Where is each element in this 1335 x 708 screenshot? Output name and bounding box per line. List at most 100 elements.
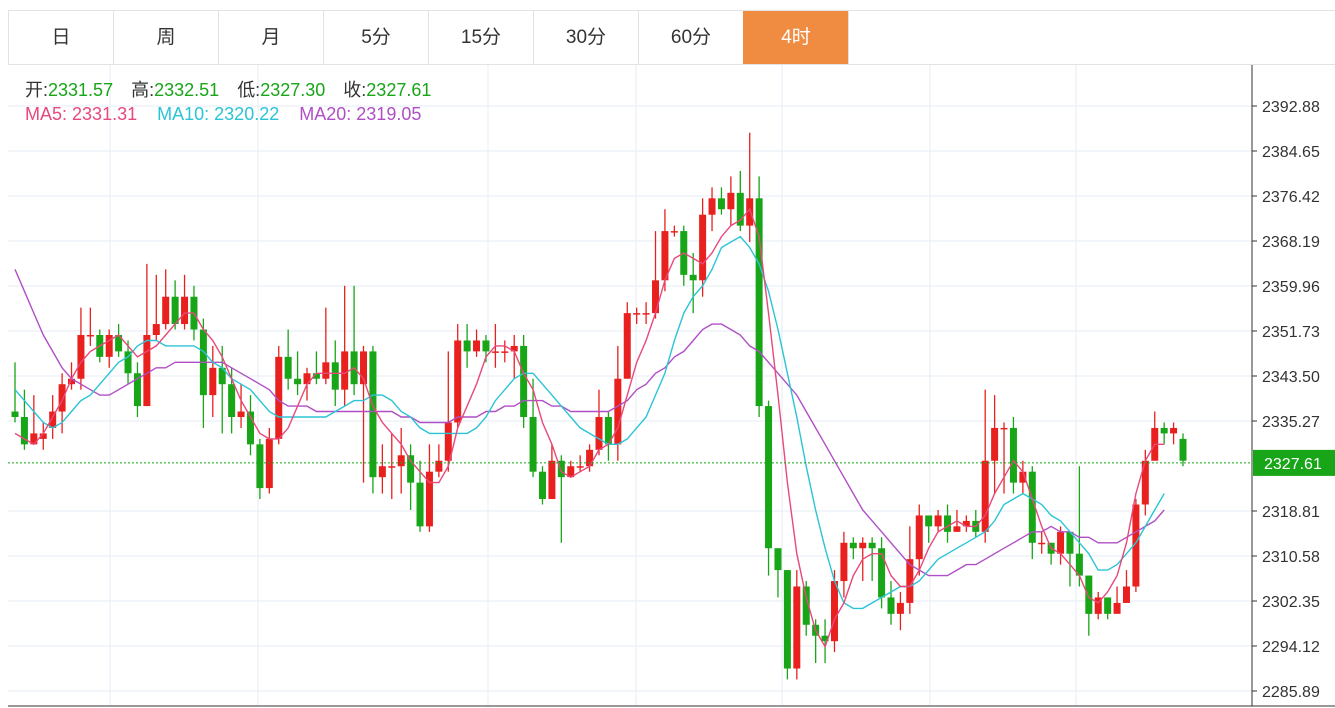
candle-body: [1066, 531, 1074, 554]
ma10-label: MA10:: [157, 104, 210, 124]
candle-body: [1009, 427, 1017, 483]
candle-body: [1019, 471, 1027, 483]
candle-body: [115, 334, 123, 352]
candle-body: [124, 351, 132, 374]
candle-body: [20, 417, 28, 445]
y-tick-label: 2335.27: [1262, 414, 1320, 431]
candle-body: [341, 351, 349, 390]
candle-body: [39, 433, 47, 439]
tab-2[interactable]: 月: [218, 11, 323, 64]
candle-body: [1122, 586, 1130, 603]
tab-6[interactable]: 60分: [638, 11, 743, 64]
candle-body: [830, 581, 838, 642]
candle-body: [670, 231, 678, 233]
candle-body: [896, 602, 904, 614]
ma20-label: MA20:: [299, 104, 352, 124]
candle-body: [463, 340, 471, 352]
candle-body: [11, 411, 19, 418]
candle-body: [265, 438, 273, 489]
close-label: 收:: [343, 80, 367, 100]
candle-body: [774, 548, 782, 571]
candle-body: [736, 192, 744, 226]
candle-body: [821, 635, 829, 642]
close-value: 2327.61: [366, 80, 432, 100]
candle-body: [991, 427, 999, 461]
candle-body: [642, 313, 650, 315]
y-tick-label: 2294.12: [1262, 639, 1320, 656]
candle-body: [708, 198, 716, 215]
candle-body: [510, 345, 518, 352]
candle-body: [765, 406, 773, 549]
candle-body: [915, 515, 923, 560]
candle-body: [887, 597, 895, 614]
low-value: 2327.30: [260, 80, 326, 100]
candle-body: [218, 367, 226, 385]
candle-body: [1179, 438, 1187, 461]
ma20-value: 2319.05: [356, 104, 422, 124]
candle-body: [567, 466, 575, 478]
candle-body: [576, 466, 584, 468]
tab-4[interactable]: 15分: [428, 11, 533, 64]
candle-body: [520, 345, 528, 418]
ma10-value: 2320.22: [214, 104, 280, 124]
candle-body: [783, 570, 791, 669]
last-price-label: 2327.61: [1264, 456, 1322, 473]
candle-body: [303, 373, 311, 385]
candle-body: [981, 460, 989, 532]
candle-body: [1104, 597, 1112, 614]
tab-0[interactable]: 日: [8, 11, 113, 64]
candle-body: [652, 280, 660, 314]
candle-body: [661, 231, 669, 281]
ma5-value: 2331.31: [72, 104, 138, 124]
ma5-label: MA5:: [25, 104, 68, 124]
candle-body: [849, 542, 857, 549]
candle-body: [859, 542, 867, 549]
candle-body: [181, 296, 189, 325]
candle-body: [86, 334, 94, 337]
candle-body: [1170, 427, 1178, 434]
candle-body: [397, 455, 405, 467]
candle-body: [435, 460, 443, 472]
candle-body: [689, 274, 697, 281]
candle-body: [105, 334, 113, 357]
candle-body: [143, 334, 151, 407]
tab-5[interactable]: 30分: [533, 11, 638, 64]
candle-body: [1057, 531, 1065, 554]
ma-readout: MA5: 2331.31 MA10: 2320.22 MA20: 2319.05: [25, 104, 421, 125]
candle-body: [1000, 427, 1008, 430]
candle-body: [793, 586, 801, 669]
ma20-readout: MA20: 2319.05: [299, 104, 421, 124]
high-label: 高:: [131, 80, 155, 100]
candle-body: [501, 351, 509, 353]
candle-body: [360, 351, 368, 385]
tab-1[interactable]: 周: [113, 11, 218, 64]
candle-body: [77, 334, 85, 379]
tab-7[interactable]: 4时: [743, 11, 848, 64]
candle-body: [275, 356, 283, 439]
open-value: 2331.57: [48, 80, 114, 100]
candle-body: [1141, 460, 1149, 505]
last-price-box: [1253, 449, 1335, 476]
candle-body: [727, 192, 735, 210]
y-tick-label: 2318.81: [1262, 504, 1320, 521]
candle-body: [633, 313, 641, 315]
candle-body: [595, 417, 603, 450]
candle-body: [962, 520, 970, 527]
candle-body: [1160, 427, 1168, 434]
tab-3[interactable]: 5分: [323, 11, 428, 64]
moving-average-lines: [8, 207, 1252, 649]
candle-body: [482, 340, 490, 352]
candle-body: [322, 362, 330, 379]
candle-body: [1075, 553, 1083, 576]
candle-body: [162, 296, 170, 325]
high-value: 2332.51: [154, 80, 220, 100]
candle-body: [491, 351, 499, 353]
candle-body: [755, 198, 763, 407]
candle-body: [133, 373, 141, 407]
candle-body: [30, 433, 38, 445]
candle-body: [878, 548, 886, 598]
ma5-readout: MA5: 2331.31: [25, 104, 137, 124]
candle-body: [171, 296, 179, 325]
candle-body: [868, 542, 876, 549]
